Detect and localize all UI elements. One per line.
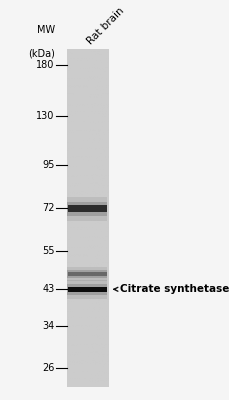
Text: MW: MW xyxy=(37,25,55,35)
Text: 26: 26 xyxy=(42,363,55,373)
Bar xyxy=(68,272,107,276)
Text: 34: 34 xyxy=(42,321,55,331)
Text: 43: 43 xyxy=(42,284,55,294)
Text: Rat brain: Rat brain xyxy=(86,6,126,46)
Text: 180: 180 xyxy=(36,60,55,70)
Bar xyxy=(67,267,107,281)
Text: 55: 55 xyxy=(42,246,55,256)
Bar xyxy=(68,205,107,212)
Text: 72: 72 xyxy=(42,204,55,214)
Text: 95: 95 xyxy=(42,160,55,170)
Bar xyxy=(67,284,107,295)
Bar xyxy=(67,202,107,216)
Bar xyxy=(67,280,107,299)
Bar xyxy=(67,196,107,221)
Bar xyxy=(68,286,107,292)
Bar xyxy=(67,270,107,278)
Bar xyxy=(67,50,108,387)
Text: 130: 130 xyxy=(36,111,55,121)
Text: (kDa): (kDa) xyxy=(28,48,55,58)
Text: Citrate synthetase: Citrate synthetase xyxy=(120,284,229,294)
